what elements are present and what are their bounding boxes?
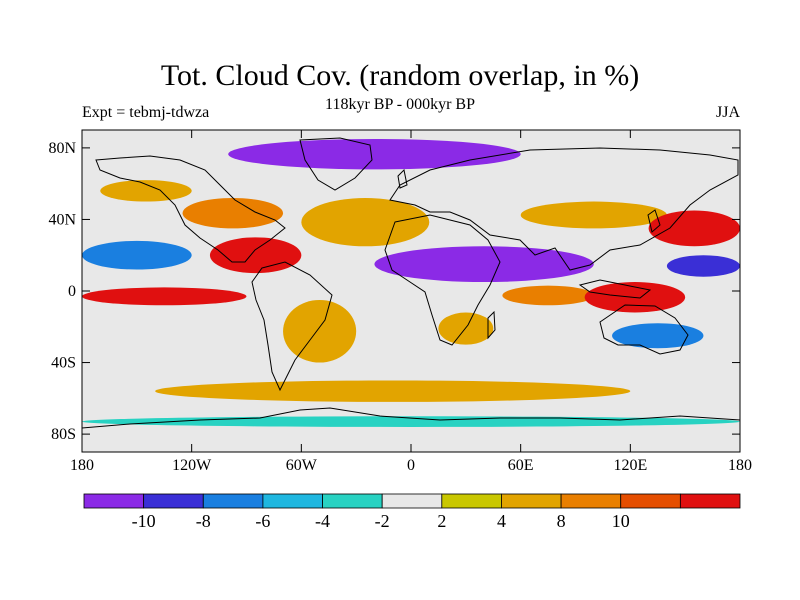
experiment-label: Expt = tebmj-tdwza bbox=[82, 104, 210, 121]
colorbar-label: 8 bbox=[556, 511, 566, 531]
anomaly-regions bbox=[82, 138, 740, 427]
region-north-atlantic-increase bbox=[301, 197, 430, 247]
x-tick-label: 60W bbox=[286, 457, 318, 474]
coast-south-america bbox=[251, 261, 333, 392]
figure-subtitle: 118kyr BP - 000kyr BP bbox=[325, 96, 475, 113]
coast-africa bbox=[384, 214, 501, 346]
coast-australia bbox=[599, 304, 689, 355]
colorbar-swatch bbox=[202, 493, 264, 509]
coast-maritime-continent bbox=[578, 279, 652, 299]
region-north-america-increase bbox=[182, 197, 284, 229]
coastlines bbox=[81, 137, 741, 429]
x-axis: 180 120W 60W 0 60E 120E 180 bbox=[70, 130, 752, 474]
colorbar-swatch bbox=[322, 493, 383, 509]
coast-greenland bbox=[299, 137, 373, 191]
x-tick-label: 120W bbox=[172, 457, 212, 474]
x-tick-label: 60E bbox=[508, 457, 534, 474]
colorbar-swatch bbox=[262, 493, 323, 509]
region-north-pacific-decrease bbox=[82, 240, 192, 270]
region-west-pacific-decrease bbox=[666, 255, 740, 277]
x-tick-label: 180 bbox=[70, 457, 94, 474]
colorbar-swatch bbox=[143, 493, 204, 509]
region-north-pacific-increase bbox=[100, 180, 192, 202]
region-indian-ocean-increase bbox=[502, 285, 594, 306]
colorbar-label: -8 bbox=[195, 511, 211, 531]
coast-north-america bbox=[95, 155, 286, 263]
colorbar bbox=[83, 493, 741, 509]
y-tick-label: 80N bbox=[48, 140, 76, 157]
colorbar-swatch bbox=[679, 493, 741, 509]
coast-madagascar bbox=[487, 310, 496, 340]
y-tick-label: 40N bbox=[48, 211, 76, 228]
coast-japan bbox=[647, 209, 661, 233]
y-axis: 80N 40N 0 40S 80S bbox=[48, 140, 740, 443]
region-southern-africa-increase bbox=[438, 312, 494, 345]
y-tick-label: 0 bbox=[68, 283, 76, 300]
colorbar-label: 2 bbox=[437, 511, 447, 531]
colorbar-label: -6 bbox=[255, 511, 271, 531]
colorbar-label: 10 bbox=[611, 511, 630, 531]
x-tick-label: 120E bbox=[613, 457, 647, 474]
season-label: JJA bbox=[715, 104, 740, 121]
region-equatorial-pacific-increase bbox=[82, 287, 247, 306]
colorbar-label: -4 bbox=[315, 511, 331, 531]
region-asia-mid-lat-increase bbox=[520, 201, 667, 229]
colorbar-label: -2 bbox=[374, 511, 390, 531]
region-south-america-increase bbox=[283, 299, 357, 363]
colorbar-label: -10 bbox=[131, 511, 156, 531]
colorbar-swatch bbox=[560, 493, 622, 509]
coast-uk bbox=[397, 168, 408, 189]
colorbar-swatch bbox=[441, 493, 502, 509]
colorbar-swatch bbox=[501, 493, 562, 509]
y-tick-label: 40S bbox=[51, 355, 76, 372]
region-sahel-india-decrease bbox=[374, 246, 594, 283]
coast-eurasia bbox=[389, 147, 739, 271]
colorbar-swatch bbox=[381, 493, 443, 509]
region-arctic-decrease bbox=[228, 138, 521, 170]
colorbar-swatch bbox=[83, 493, 145, 509]
colorbar-label: 4 bbox=[496, 511, 506, 531]
colorbar-swatch bbox=[620, 493, 681, 509]
region-southern-ocean-increase bbox=[155, 380, 631, 402]
y-tick-label: 80S bbox=[51, 426, 76, 443]
region-australia-decrease bbox=[612, 323, 704, 349]
x-tick-label: 180 bbox=[728, 457, 752, 474]
figure-title: Tot. Cloud Cov. (random overlap, in %) bbox=[160, 59, 640, 92]
x-tick-label: 0 bbox=[407, 457, 415, 474]
coast-antarctica bbox=[81, 407, 741, 429]
region-west-pacific-increase bbox=[648, 210, 740, 247]
